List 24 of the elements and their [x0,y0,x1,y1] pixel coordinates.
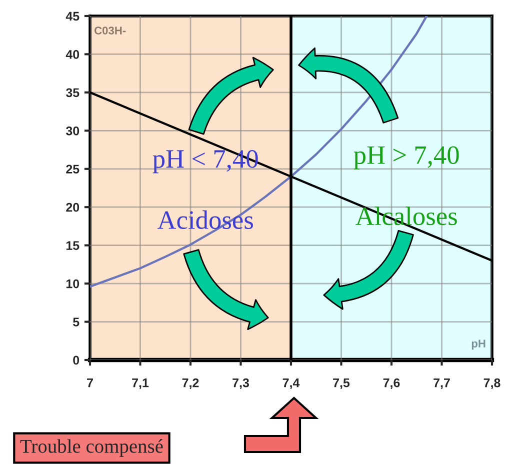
y-tick-label: 45 [66,12,80,21]
y-tick-label: 35 [66,88,80,98]
x-tick-label: 7 [87,378,93,388]
x-tick-label: 7,8 [484,378,500,390]
annotation: pH > 7,40 [354,146,459,170]
annotation: pH < 7,40 [152,150,258,174]
x-tick-label: 7,2 [182,378,199,390]
y-tick-label: 5 [73,318,80,326]
x-tick-label: 7,3 [232,378,249,390]
x-tick-label: 7,4 [282,378,300,390]
x-tick-label: 7,7 [434,378,450,390]
y-tick-label: 15 [66,241,80,250]
y-tick-label: 10 [66,279,80,288]
y-tick-label: 0 [73,356,80,365]
y-tick-label: 40 [66,50,80,59]
x-tick-label: 7,6 [383,378,400,390]
x-tick-label: 7,5 [333,378,350,390]
y-tick-label: 20 [66,202,80,212]
y-tick-label: 30 [66,126,80,136]
annotation: C03H- [94,26,126,34]
annotation: pH [472,340,486,350]
x-tick-label: 7,1 [132,378,149,390]
text: Trouble compensé [20,439,163,457]
y-tick-label: 25 [66,164,80,174]
